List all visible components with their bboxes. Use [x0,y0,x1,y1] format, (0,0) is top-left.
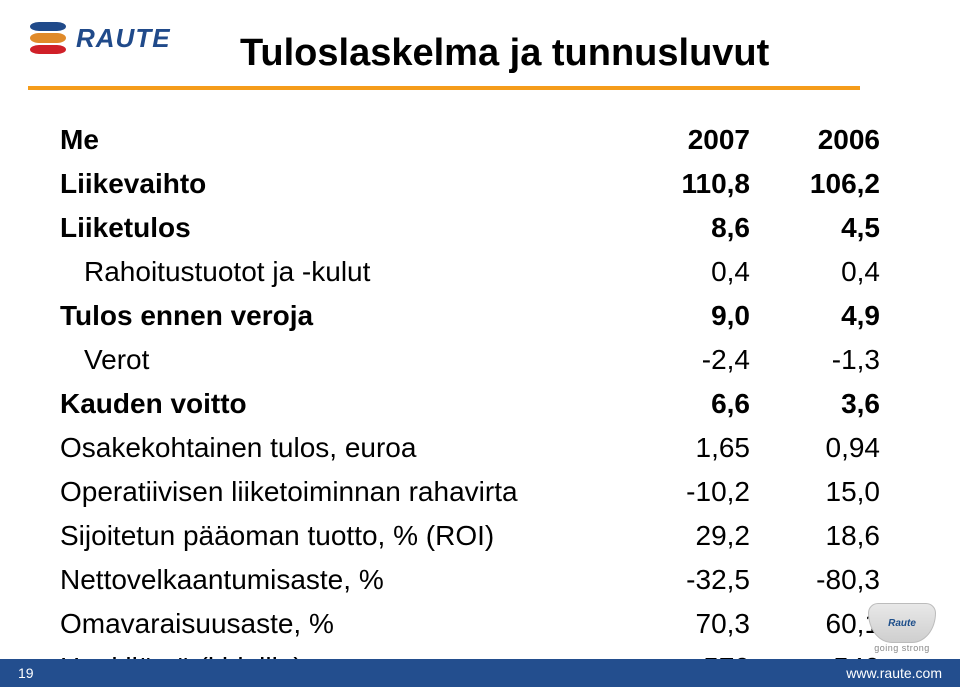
row-label: Kauden voitto [60,388,620,420]
row-col1: -2,4 [620,344,750,376]
anniversary-badge: Raute going strong [868,603,936,653]
row-label: Tulos ennen veroja [60,300,620,332]
table-header-col2: 2006 [750,124,880,156]
row-label: Osakekohtainen tulos, euroa [60,432,620,464]
row-col1: 9,0 [620,300,750,332]
row-label: Rahoitustuotot ja -kulut [60,256,620,288]
table-header-col1: 2007 [620,124,750,156]
row-col1: 8,6 [620,212,750,244]
financial-table: Me 2007 2006 Liikevaihto110,8106,2Liiket… [60,118,880,687]
table-row: Tulos ennen veroja9,04,9 [60,294,880,338]
row-col2: 4,9 [750,300,880,332]
table-row: Kauden voitto6,63,6 [60,382,880,426]
row-col1: 6,6 [620,388,750,420]
row-label: Nettovelkaantumisaste, % [60,564,620,596]
row-col2: 106,2 [750,168,880,200]
row-col2: -1,3 [750,344,880,376]
table-row: Osakekohtainen tulos, euroa1,650,94 [60,426,880,470]
brand-logo: RAUTE [28,18,171,58]
table-row: Omavaraisuusaste, %70,360,1 [60,602,880,646]
badge-top: Raute [888,618,916,629]
badge-tagline: going strong [874,643,930,653]
row-label: Sijoitetun pääoman tuotto, % (ROI) [60,520,620,552]
table-row: Verot-2,4-1,3 [60,338,880,382]
row-col1: 110,8 [620,168,750,200]
table-row: Sijoitetun pääoman tuotto, % (ROI)29,218… [60,514,880,558]
row-col1: 70,3 [620,608,750,640]
anniversary-badge-icon: Raute [868,603,936,643]
table-row: Rahoitustuotot ja -kulut0,40,4 [60,250,880,294]
row-label: Liikevaihto [60,168,620,200]
row-col1: -10,2 [620,476,750,508]
page-title: Tuloslaskelma ja tunnusluvut [240,32,769,75]
row-col2: 15,0 [750,476,880,508]
slide-footer: 19 www.raute.com [0,659,960,687]
row-label: Omavaraisuusaste, % [60,608,620,640]
row-col2: 18,6 [750,520,880,552]
row-label: Verot [60,344,620,376]
brand-logo-icon [28,18,68,58]
row-label: Operatiivisen liiketoiminnan rahavirta [60,476,620,508]
row-col1: 0,4 [620,256,750,288]
page-number: 19 [18,665,34,681]
row-col2: 0,4 [750,256,880,288]
table-row: Liikevaihto110,8106,2 [60,162,880,206]
row-col2: 4,5 [750,212,880,244]
row-col2: -80,3 [750,564,880,596]
row-col2: 0,94 [750,432,880,464]
accent-rule [28,86,860,90]
brand-name: RAUTE [76,23,171,54]
table-header-label: Me [60,124,620,156]
row-col2: 3,6 [750,388,880,420]
table-row: Nettovelkaantumisaste, %-32,5-80,3 [60,558,880,602]
row-col2: 60,1 [750,608,880,640]
slide: RAUTE Tuloslaskelma ja tunnusluvut Me 20… [0,0,960,687]
row-col1: 29,2 [620,520,750,552]
table-row: Operatiivisen liiketoiminnan rahavirta-1… [60,470,880,514]
row-col1: 1,65 [620,432,750,464]
row-col1: -32,5 [620,564,750,596]
footer-url: www.raute.com [846,665,942,681]
table-header-row: Me 2007 2006 [60,118,880,162]
table-row: Liiketulos8,64,5 [60,206,880,250]
row-label: Liiketulos [60,212,620,244]
